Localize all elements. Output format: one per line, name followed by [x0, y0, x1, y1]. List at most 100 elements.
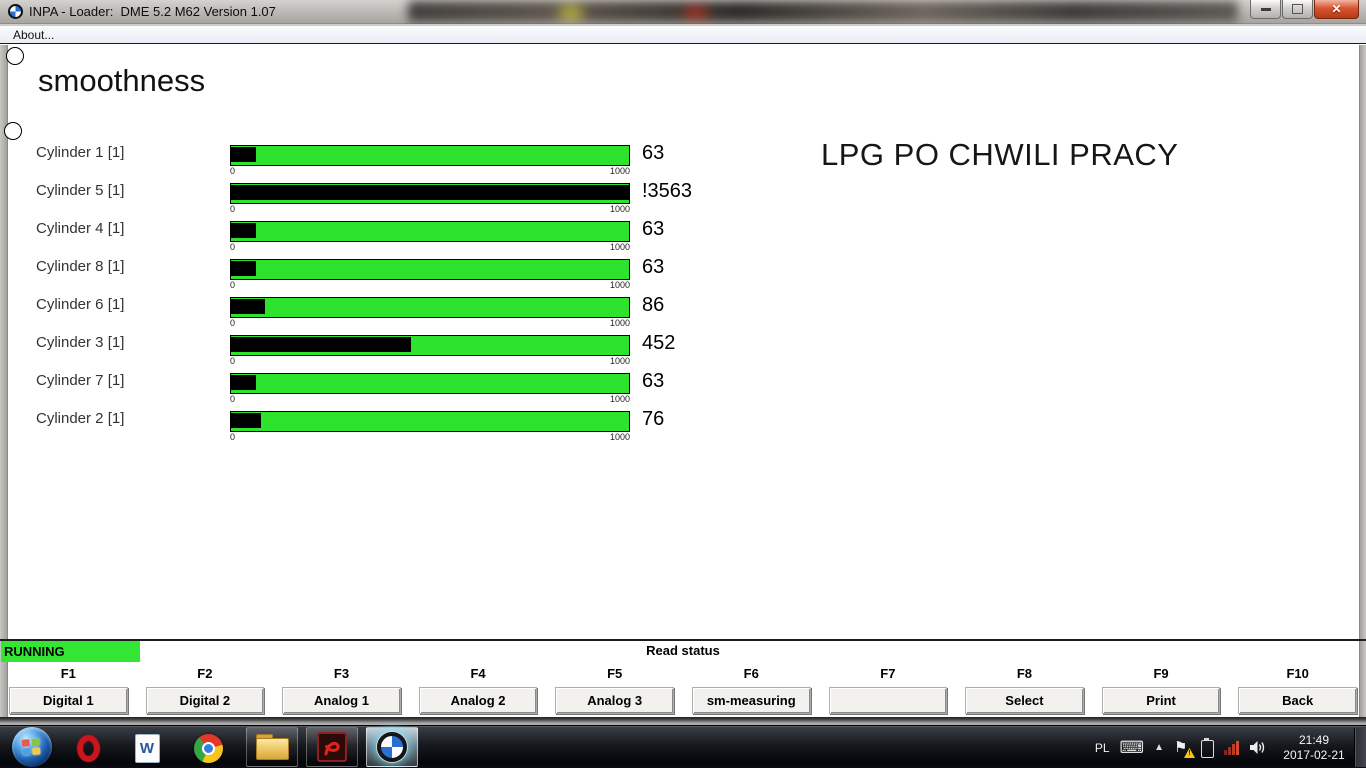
fkey-button-f2[interactable]: Digital 2 [145, 687, 265, 714]
cylinder-gauge: 0 1000 [230, 297, 630, 328]
window-border-left [0, 45, 8, 725]
gauge-scale-max: 1000 [609, 242, 630, 252]
maximize-icon[interactable] [1282, 0, 1313, 19]
menu-about[interactable]: About... [13, 27, 55, 42]
fkey-button-f1[interactable]: Digital 1 [9, 687, 128, 714]
cylinder-value: 63 [642, 142, 665, 164]
cylinder-gauge: 0 1000 [230, 183, 630, 214]
cylinder-gauge: 0 1000 [230, 411, 630, 442]
fkey-button-f4[interactable]: Analog 2 [418, 687, 538, 714]
volume-icon[interactable] [1249, 740, 1266, 755]
blur-blob [558, 7, 584, 19]
gauge-fill [231, 413, 262, 428]
cylinder-label: Cylinder 7 [1] [36, 372, 125, 389]
explorer-icon[interactable] [246, 727, 298, 767]
fkey-label-f5: F5 [607, 666, 623, 681]
cylinder-value: !3563 [642, 180, 693, 202]
gauge-fill [231, 375, 257, 390]
battery-icon[interactable] [1201, 737, 1214, 758]
cylinder-label: Cylinder 8 [1] [36, 258, 125, 275]
gauge-fill [231, 147, 257, 162]
start-button[interactable] [12, 727, 52, 767]
gauge-scale-max: 1000 [609, 166, 630, 176]
fkey-label-f6: F6 [743, 666, 759, 681]
keyboard-icon[interactable]: ⌨ [1119, 738, 1145, 757]
fkey-label-f4: F4 [470, 666, 486, 681]
blur-blob [683, 7, 709, 19]
gauge-scale: 0 1000 [230, 395, 630, 404]
warning-icon [1184, 748, 1195, 758]
gauge-bar [230, 373, 630, 394]
chrome-icon[interactable] [190, 733, 226, 763]
indicator-circle [4, 122, 22, 140]
minimize-icon[interactable] [1250, 0, 1281, 19]
bmw-roundel-icon [8, 4, 23, 19]
gauge-scale-max: 1000 [609, 280, 630, 290]
fkey-button-f10[interactable]: Back [1238, 687, 1357, 714]
action-center-flag-icon[interactable]: ⚑ [1174, 738, 1195, 758]
cylinder-gauge-list: Cylinder 1 [1] 0 1000 63 Cylinder 5 [1] [0, 141, 1366, 445]
gauge-scale: 0 1000 [230, 433, 630, 442]
cylinder-row: Cylinder 8 [1] 0 1000 63 [0, 255, 1366, 293]
cylinder-value: 63 [642, 370, 665, 392]
windows-flag-icon [21, 738, 41, 756]
cylinder-value: 63 [642, 256, 665, 278]
cylinder-label: Cylinder 5 [1] [36, 182, 125, 199]
annotation-text: LPG PO CHWILI PRACY [821, 137, 1179, 172]
cylinder-row: Cylinder 5 [1] 0 1000 !3563 [0, 179, 1366, 217]
gauge-fill [231, 185, 629, 200]
gauge-scale-min: 0 [230, 318, 236, 328]
fkey-label-f10: F10 [1286, 666, 1309, 681]
window-border-right [1359, 45, 1366, 725]
cylinder-row: Cylinder 3 [1] 0 1000 452 [0, 331, 1366, 369]
fkey-button-f6[interactable]: sm-measuring [691, 687, 811, 714]
gauge-bar [230, 411, 630, 432]
cylinder-label: Cylinder 4 [1] [36, 220, 125, 237]
word-icon[interactable] [129, 733, 165, 763]
fkey-button-f8[interactable]: Select [965, 687, 1084, 714]
tray-time: 21:49 [1298, 732, 1330, 747]
gauge-bar [230, 145, 630, 166]
fkey-cell: Back [1229, 687, 1366, 718]
language-indicator[interactable]: PL [1094, 740, 1110, 755]
show-desktop-button[interactable] [1354, 728, 1366, 767]
cylinder-row: Cylinder 1 [1] 0 1000 63 [0, 141, 1366, 179]
gauge-scale-min: 0 [230, 356, 236, 366]
show-hidden-icons-arrow[interactable]: ▲ [1154, 742, 1164, 753]
network-signal-icon[interactable] [1224, 740, 1239, 755]
gauge-scale-min: 0 [230, 204, 236, 214]
cylinder-label: Cylinder 2 [1] [36, 410, 125, 427]
opera-icon[interactable] [70, 733, 106, 763]
status-text: Read status [646, 643, 720, 658]
close-icon[interactable]: ✕ [1314, 0, 1359, 19]
fkey-button-f9[interactable]: Print [1101, 687, 1221, 714]
bmw-inpa-icon[interactable] [366, 727, 418, 767]
gauge-scale-max: 1000 [609, 204, 630, 214]
gauge-bar [230, 183, 630, 204]
system-tray: PL ⌨ ▲ ⚑ 21:49 2017-02-21 [1095, 726, 1352, 768]
acrobat-loop-glyph [324, 741, 340, 756]
fkey-button-f3[interactable]: Analog 1 [282, 687, 401, 714]
fkey-label-f1: F1 [60, 666, 76, 681]
acrobat-icon[interactable] [306, 727, 358, 767]
taskbar-clock[interactable]: 21:49 2017-02-21 [1276, 733, 1352, 763]
cylinder-value: 86 [642, 294, 665, 316]
fkey-button-row: Digital 1 Digital 2 Analog 1 Analog 2 Analog… [0, 687, 1366, 718]
cylinder-gauge: 0 1000 [230, 373, 630, 404]
fkey-label-f2: F2 [197, 666, 213, 681]
gauge-scale-min: 0 [230, 242, 236, 252]
fkey-button-f7[interactable] [828, 687, 948, 714]
gauge-scale-max: 1000 [609, 432, 630, 442]
fkey-button-f5[interactable]: Analog 3 [555, 687, 674, 714]
cylinder-value: 63 [642, 218, 665, 240]
gauge-scale-min: 0 [230, 166, 236, 176]
cylinder-gauge: 0 1000 [230, 259, 630, 290]
gauge-fill [231, 337, 411, 352]
fkey-label-f7: F7 [880, 666, 896, 681]
cylinder-row: Cylinder 4 [1] 0 1000 63 [0, 217, 1366, 255]
fkey-label-row: F1 F2 F3 F4 F5 F6 F7 F8 F9 F10 [0, 666, 1366, 681]
fkey-cell: Analog 1 [273, 687, 410, 718]
gauge-fill [231, 299, 266, 314]
titlebar-blurred-region [408, 1, 1238, 22]
